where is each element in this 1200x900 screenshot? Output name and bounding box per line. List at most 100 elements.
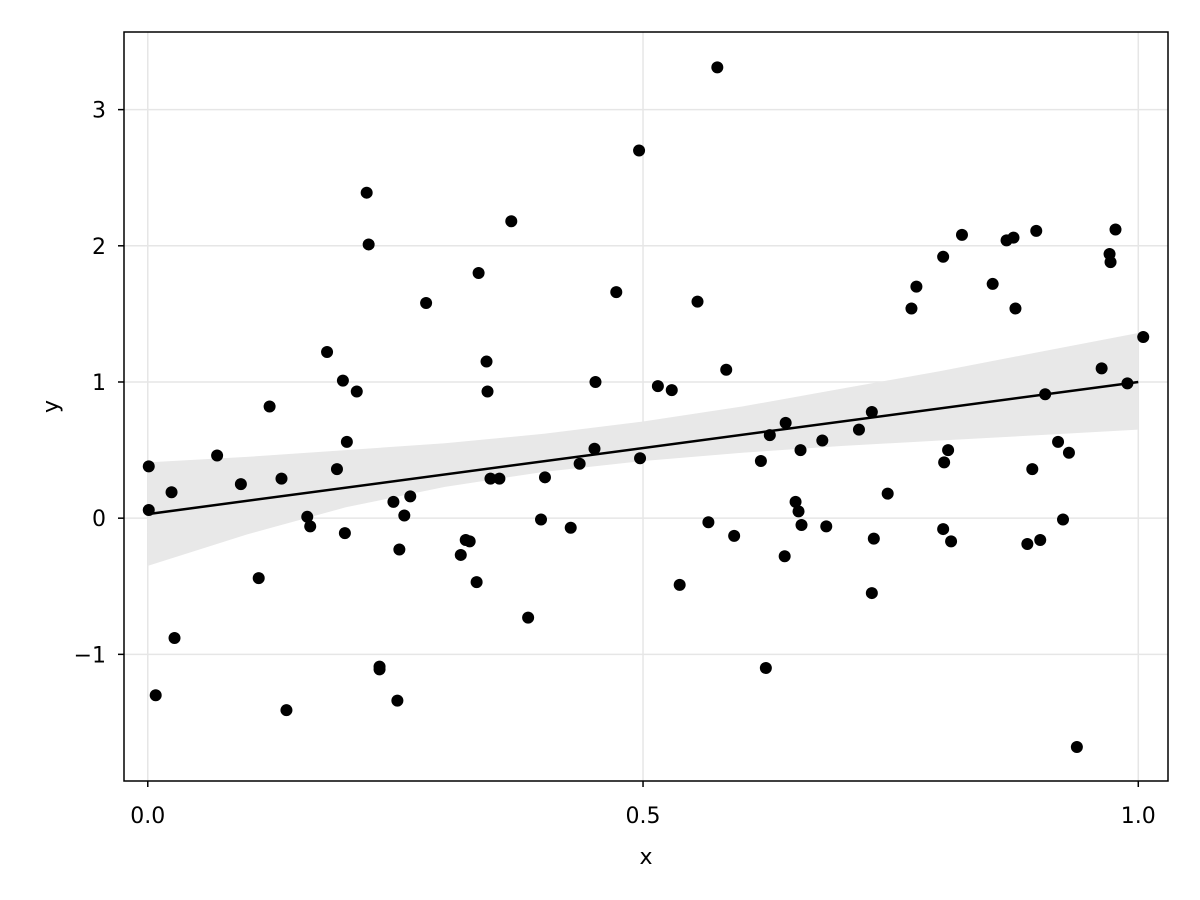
scatter-point (398, 509, 411, 522)
scatter-point (778, 550, 791, 563)
scatter-point (463, 535, 476, 548)
scatter-point (673, 578, 686, 591)
scatter-point (142, 460, 155, 473)
scatter-point (168, 632, 181, 645)
scatter-point (1095, 362, 1108, 375)
y-axis-ticks: −1 0 1 2 3 (74, 99, 124, 668)
scatter-point (867, 532, 880, 545)
scatter-point (165, 486, 178, 499)
scatter-point (505, 215, 518, 228)
scatter-point (881, 487, 894, 500)
confidence-band-layer (147, 332, 1139, 566)
scatter-point (275, 472, 288, 485)
scatter-point (945, 535, 958, 548)
scatter-point (1121, 377, 1134, 390)
scatter-point (350, 385, 363, 398)
scatter-point (1021, 538, 1034, 551)
scatter-point (535, 513, 548, 526)
scatter-point (280, 704, 293, 717)
scatter-point (234, 478, 247, 491)
scatter-point (1104, 256, 1117, 269)
scatter-point (865, 587, 878, 600)
scatter-point (789, 495, 802, 508)
scatter-point (852, 423, 865, 436)
scatter-point (779, 416, 792, 429)
scatter-point (1039, 388, 1052, 401)
scatter-point (304, 520, 317, 533)
scatter-point (1137, 331, 1150, 344)
scatter-point (362, 238, 375, 251)
scatter-point (1057, 513, 1070, 526)
scatter-point (538, 471, 551, 484)
scatter-point (263, 400, 276, 413)
fit-line-layer (147, 380, 1139, 516)
scatter-point (610, 286, 623, 299)
scatter-point (589, 375, 602, 388)
scatter-point (795, 518, 808, 531)
scatter-point (938, 456, 951, 469)
scatter-point (321, 346, 334, 359)
scatter-point (564, 521, 577, 534)
scatter-point (633, 144, 646, 157)
scatter-point (470, 576, 483, 589)
scatter-point (472, 267, 485, 280)
x-tick-label: 1.0 (1121, 804, 1156, 829)
x-axis-ticks: 0.0 0.5 1.0 (130, 781, 1156, 829)
scatter-point (986, 277, 999, 290)
scatter-point (338, 527, 351, 540)
x-axis-label: x (639, 845, 652, 870)
scatter-point (211, 449, 224, 462)
scatter-point (393, 543, 406, 556)
scatter-point (1030, 224, 1043, 237)
scatter-point (865, 405, 878, 418)
scatter-point (820, 520, 833, 533)
scatter-point (691, 295, 704, 308)
scatter-point (340, 435, 353, 448)
scatter-point (252, 572, 265, 585)
scatter-points (142, 61, 1150, 753)
scatter-point (955, 228, 968, 241)
scatter-point (493, 472, 506, 485)
y-axis-label: y (39, 400, 64, 413)
scatter-point (711, 61, 724, 74)
scatter-point (1062, 446, 1075, 459)
confidence-band (147, 332, 1139, 566)
y-tick-label: 2 (92, 235, 106, 260)
scatter-point (942, 444, 955, 457)
scatter-point (937, 250, 950, 263)
scatter-point (336, 374, 349, 387)
scatter-point (360, 186, 373, 199)
scatter-point (665, 384, 678, 397)
scatter-point (1026, 463, 1039, 476)
scatter-point (816, 434, 829, 447)
scatter-point (702, 516, 715, 529)
x-tick-label: 0.0 (130, 804, 165, 829)
scatter-point (330, 463, 343, 476)
scatter-point (480, 355, 493, 368)
scatter-point (651, 380, 664, 393)
y-tick-label: 0 (92, 507, 106, 532)
y-tick-label: 3 (92, 99, 106, 124)
y-tick-label: −1 (74, 643, 106, 668)
scatter-point (792, 505, 805, 518)
scatter-point (522, 611, 535, 624)
scatter-point (573, 457, 586, 470)
scatter-point (905, 302, 918, 315)
scatter-point (1034, 533, 1047, 546)
scatter-point (937, 523, 950, 536)
scatter-point (720, 363, 733, 376)
scatter-point (1070, 740, 1083, 753)
scatter-point (910, 280, 923, 293)
scatter-point (1052, 435, 1065, 448)
scatter-point (634, 452, 647, 465)
plot-frame (123, 31, 1169, 782)
scatter-point (454, 548, 467, 561)
scatter-point (149, 689, 162, 702)
scatter-point (1007, 231, 1020, 244)
scatter-point (728, 529, 741, 542)
scatter-point (1109, 223, 1122, 236)
scatter-point (404, 490, 417, 503)
scatter-point (391, 694, 404, 707)
scatter-point (373, 663, 386, 676)
